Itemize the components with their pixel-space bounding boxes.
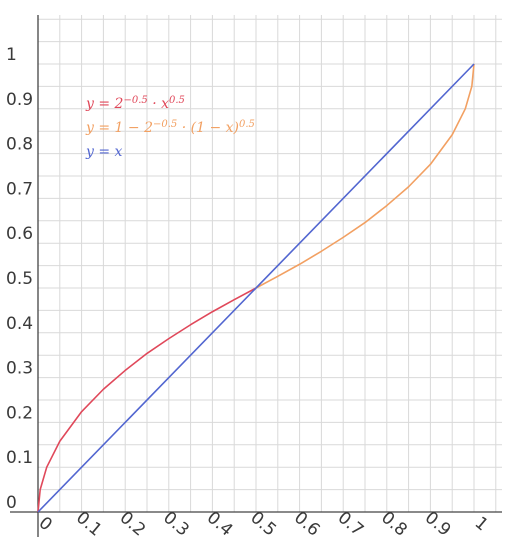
y-tick-label: 0.5 [6,269,33,289]
y-tick-label: 0.3 [6,359,33,379]
series-lines [37,63,475,513]
x-tick-label: 0.6 [290,508,324,541]
y-tick-label: 0 [6,493,17,513]
x-tick-label: 1 [471,513,492,535]
x-tick-label: 0.1 [72,508,106,541]
legend-entry: y = 1 − 2−0.5 · (1 − x)0.5 [85,119,255,137]
y-tick-label: 0.1 [6,448,33,468]
x-tick-label: 0.9 [421,508,455,541]
y-tick-label: 0.8 [6,135,33,155]
series-line-1 [37,287,257,513]
y-tick-label: 0.4 [6,314,33,334]
legend-entry: y = x [85,144,123,160]
series-line-2 [255,63,475,289]
x-tick-label: 0.4 [203,508,237,541]
x-tick-labels: 0 0.1 0.2 0.3 0.4 0.5 0.6 0.7 0.8 0.9 1 [35,508,492,541]
y-tick-label: 0.7 [6,179,33,199]
y-tick-label: 0.2 [6,403,33,423]
x-tick-label: 0.2 [116,508,150,541]
series-line-3 [37,63,475,513]
y-tick-label: 0.9 [6,90,33,110]
x-tick-label: 0.7 [334,508,368,541]
y-tick-labels: 0 0.1 0.2 0.3 0.4 0.5 0.6 0.7 0.8 0.9 1 [6,45,33,513]
y-tick-label: 0.6 [6,224,33,244]
x-tick-label: 0.3 [159,508,193,541]
x-tick-label: 0.5 [246,508,280,541]
axes [10,15,502,537]
x-tick-label: 0.8 [377,508,411,541]
legend: y = 2−0.5 · x0.5 y = 1 − 2−0.5 · (1 − x)0… [85,95,255,161]
legend-entry: y = 2−0.5 · x0.5 [85,95,185,113]
y-tick-label: 1 [6,45,17,65]
